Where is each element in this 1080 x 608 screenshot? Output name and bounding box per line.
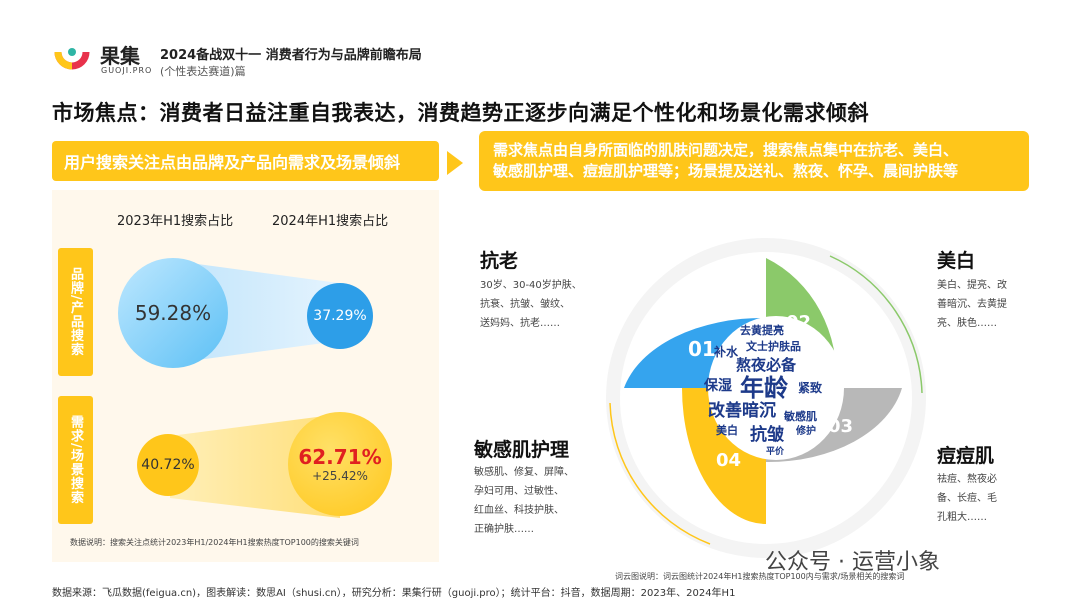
desc-line: 美白、提亮、改: [937, 280, 1007, 291]
arc-arrow-green: [829, 255, 923, 394]
banner-right-line1: 需求焦点由自身所面临的肌肤问题决定，搜索焦点集中在抗老、美白、: [493, 141, 959, 159]
col-header-2023: 2023年H1搜索占比: [117, 214, 234, 229]
arc-arrow-yellow: [609, 402, 711, 545]
cat-desc-sensitive: 敏感肌、修复、屏障、 孕妇可用、过敏性、 红血丝、科技护肤、 正确护肤……: [474, 463, 574, 539]
cat-desc-acne: 祛痘、熬夜必 备、长痘、毛 孔粗大……: [937, 470, 997, 527]
banner-right: 需求焦点由自身所面临的肌肤问题决定，搜索焦点集中在抗老、美白、 敏感肌护理、痘痘…: [479, 131, 1029, 191]
watermark: 公众号 · 运营小象: [765, 550, 940, 575]
cat-title-sensitive: 敏感肌护理: [474, 439, 570, 461]
wc-word: 修护: [795, 424, 816, 437]
desc-line: 祛痘、熬夜必: [937, 474, 997, 485]
quadrant-num-02: 02: [786, 312, 811, 333]
row-label-brand: 品牌/产品搜索: [58, 248, 93, 376]
desc-line: 敏感肌、修复、屏障、: [474, 467, 574, 478]
cat-title-antiaging: 抗老: [480, 250, 519, 272]
quadrant-diagram: 01 02 03 04 去黄提亮 文士护肤品 补水 熬夜必备 保湿 年龄 紧致 …: [606, 238, 926, 558]
wc-word: 抗皱: [750, 424, 785, 445]
report-title: 2024备战双十一 消费者行为与品牌前瞻布局: [160, 48, 422, 63]
cat-title-acne: 痘痘肌: [937, 445, 995, 467]
desc-line: 30岁、30-40岁护肤、: [480, 280, 582, 291]
page-title: 市场焦点：消费者日益注重自我表达，消费趋势正逐步向满足个性化和场景化需求倾斜: [52, 101, 869, 125]
brand-name: 果集: [100, 44, 140, 68]
desc-line: 亮、肤色……: [937, 318, 997, 329]
need-change-value: +25.42%: [312, 469, 368, 483]
brand-2024-value: 37.29%: [313, 308, 367, 324]
wc-word: 保湿: [703, 377, 732, 394]
bubble-need-2023: 40.72%: [137, 434, 199, 496]
wc-word: 文士护肤品: [746, 339, 801, 353]
desc-line: 抗衰、抗皱、皱纹、: [480, 299, 570, 310]
brand-domain: GUOJI.PRO: [101, 66, 153, 75]
bubble-brand-2023: 59.28%: [118, 258, 228, 368]
desc-line: 善暗沉、去黄提: [937, 299, 1007, 310]
quadrant-num-01: 01: [688, 337, 716, 361]
wc-word: 紧致: [798, 380, 823, 395]
bubble-need-2024: 62.71% +25.42%: [288, 412, 392, 516]
cat-title-whitening: 美白: [937, 250, 976, 272]
wc-word: 敏感肌: [783, 409, 817, 423]
report-subtitle: (个性表达赛道)篇: [160, 65, 246, 78]
banner-left: 用户搜索关注点由品牌及产品向需求及场景倾斜: [52, 141, 439, 181]
desc-line: 备、长痘、毛: [937, 493, 997, 504]
bubble-brand-2024: 37.29%: [307, 283, 373, 349]
col-header-2024: 2024年H1搜索占比: [272, 214, 389, 229]
wc-word: 补水: [713, 344, 739, 359]
desc-line: 红血丝、科技护肤、: [474, 505, 564, 516]
arrow-right-icon: [447, 151, 463, 175]
brand-2023-value: 59.28%: [134, 301, 212, 325]
word-cloud-bg: [708, 316, 844, 460]
footer-source: 数据来源：飞瓜数据(feigua.cn)，图表解读：数思AI（shusi.cn）…: [52, 588, 736, 599]
need-2023-value: 40.72%: [141, 457, 195, 473]
wc-word: 改善暗沉: [708, 400, 776, 421]
cat-desc-antiaging: 30岁、30-40岁护肤、 抗衰、抗皱、皱纹、 送妈妈、抗老……: [480, 276, 582, 333]
wc-word: 去黄提亮: [740, 323, 784, 337]
wc-word: 平价: [766, 446, 785, 457]
banner-right-line2: 敏感肌护理、痘痘肌护理等；场景提及送礼、熬夜、怀孕、晨间护肤等: [493, 162, 959, 180]
desc-line: 正确护肤……: [474, 524, 534, 535]
need-2024-value: 62.71%: [298, 445, 382, 469]
cat-desc-whitening: 美白、提亮、改 善暗沉、去黄提 亮、肤色……: [937, 276, 1007, 333]
row-label-need: 需求/场景搜索: [58, 396, 93, 524]
desc-line: 孔粗大……: [937, 512, 987, 523]
quadrant-num-03: 03: [828, 416, 853, 437]
wc-word: 熬夜必备: [736, 356, 797, 374]
wc-word: 年龄: [740, 374, 789, 402]
desc-line: 送妈妈、抗老……: [480, 318, 560, 329]
word-cloud-note: 词云图说明：词云图统计2024年H1搜索热度TOP100内与需求/场景相关的搜索…: [615, 572, 905, 581]
guoji-logo-icon: [54, 48, 90, 70]
wc-word: 美白: [716, 423, 738, 437]
data-note: 数据说明：搜索关注点统计2023年H1/2024年H1搜索热度TOP100的搜索…: [70, 538, 359, 547]
quadrant-num-04: 04: [716, 450, 741, 471]
desc-line: 孕妇可用、过敏性、: [474, 486, 564, 497]
